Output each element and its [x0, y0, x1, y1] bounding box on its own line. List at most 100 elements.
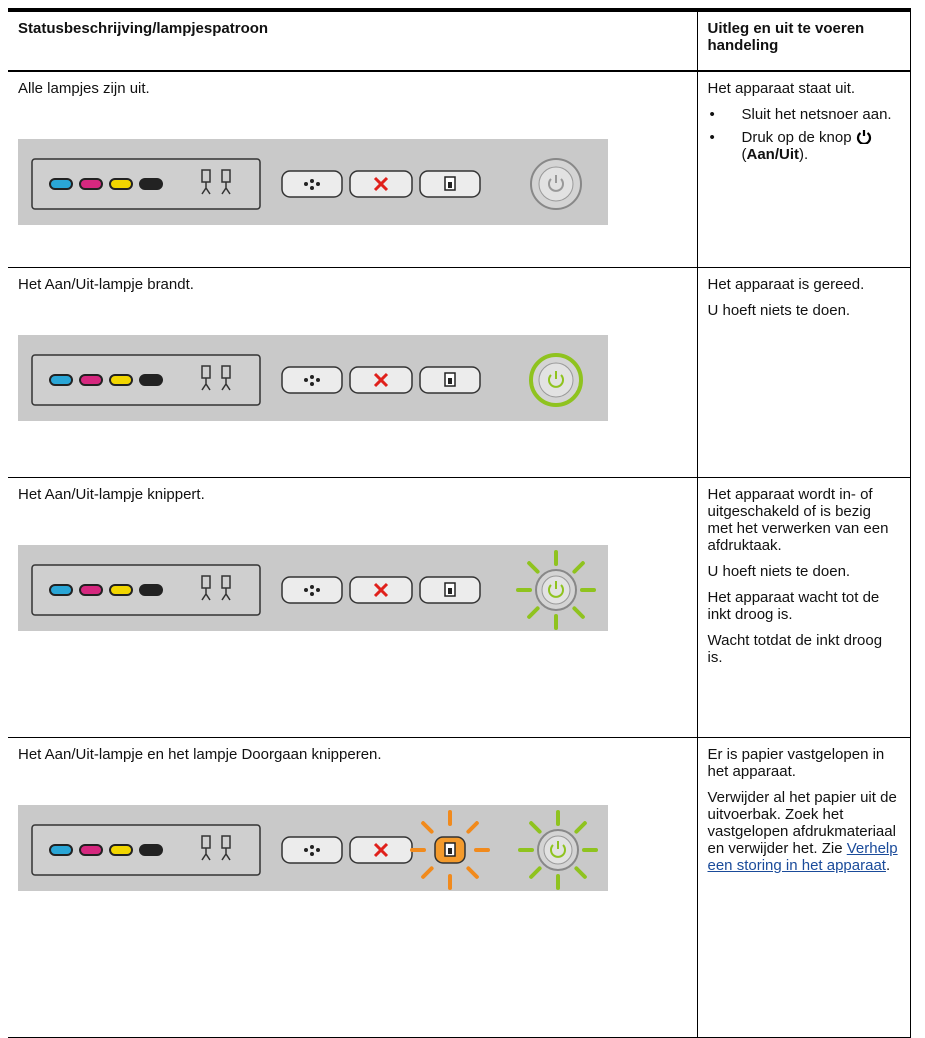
- network-icon: [304, 587, 308, 592]
- power-symbol: [548, 178, 564, 192]
- ink-light: [79, 843, 103, 856]
- ink-light: [139, 373, 163, 386]
- bullet: • Druk op de knop (Aan/Uit).: [708, 129, 900, 163]
- ink-light: [49, 178, 73, 190]
- network-icon: [310, 844, 314, 849]
- cancel-icon: [373, 372, 389, 387]
- text: Druk op de knop: [741, 129, 852, 146]
- resume-icon: [448, 847, 452, 854]
- text: ).: [799, 146, 809, 163]
- ink-light: [49, 583, 73, 596]
- network-button: [281, 170, 343, 198]
- blink-ray: [574, 865, 587, 879]
- ink-light: [139, 178, 163, 190]
- explanation-cell: Het apparaat wordt in- of uitgeschakeld …: [696, 477, 911, 738]
- blink-ray: [421, 865, 434, 879]
- printhead-icon: [201, 847, 211, 860]
- row: Alle lampjes zijn uit. Het apparaat staa…: [8, 71, 911, 268]
- paragraph: Het apparaat wacht tot de inkt droog is.: [707, 588, 880, 623]
- blink-ray: [421, 820, 434, 834]
- paragraph: Wacht totdat de inkt droog is.: [707, 631, 883, 666]
- power-button-inner: [538, 362, 574, 397]
- power-symbol: [550, 843, 566, 858]
- ink-light: [49, 843, 73, 856]
- status-cell: Het Aan/Uit-lampje knippert.: [8, 477, 697, 738]
- network-button: [281, 365, 343, 394]
- ink-light: [79, 583, 103, 596]
- paragraph: Verwijder al het papier uit de uitvoerba…: [708, 789, 900, 874]
- network-icon: [304, 182, 308, 186]
- ink-light: [109, 583, 133, 596]
- ink-light: [109, 373, 133, 386]
- cancel-icon: [373, 842, 389, 857]
- blink-ray: [527, 560, 540, 574]
- status-cell: Het Aan/Uit-lampje en het lampje Doorgaa…: [8, 737, 697, 1038]
- ink-light: [79, 373, 103, 386]
- printhead-icon: [201, 377, 211, 390]
- cancel-icon: [373, 176, 389, 192]
- text: (: [741, 146, 747, 163]
- status-cell: Alle lampjes zijn uit.: [8, 71, 697, 268]
- bullet-text: Druk op de knop (Aan/Uit).: [742, 129, 900, 163]
- row: Het Aan/Uit-lampje knippert. Het apparaa…: [8, 477, 911, 738]
- resume-icon: [448, 587, 452, 594]
- text: .: [885, 856, 891, 874]
- power-icon: [856, 130, 871, 145]
- network-button: [281, 835, 343, 864]
- network-icon: [310, 591, 314, 596]
- row: Het Aan/Uit-lampje brandt. Het apparaat …: [8, 267, 911, 478]
- paragraph: U hoeft niets te doen.: [707, 301, 851, 319]
- network-icon: [310, 179, 314, 183]
- light-panel: [18, 334, 608, 421]
- power-button-inner: [541, 575, 571, 604]
- paragraph: Het apparaat is gereed.: [707, 275, 865, 293]
- ink-light: [109, 178, 133, 190]
- power-button-inner: [538, 166, 574, 202]
- paragraph: Er is papier vastgelopen in het apparaat…: [707, 745, 885, 780]
- power-symbol: [548, 373, 564, 388]
- ink-light: [49, 373, 73, 386]
- resume-icon: [448, 377, 452, 384]
- network-icon: [316, 587, 320, 592]
- network-icon: [304, 377, 308, 382]
- status-text: Het Aan/Uit-lampje en het lampje Doorgaa…: [18, 745, 382, 763]
- printhead-icon: [221, 847, 231, 860]
- paragraph: Het apparaat wordt in- of uitgeschakeld …: [707, 485, 889, 554]
- cancel-icon: [373, 582, 389, 597]
- network-icon: [316, 182, 320, 186]
- printhead-icon: [201, 182, 211, 195]
- network-icon: [316, 377, 320, 382]
- status-text: Het Aan/Uit-lampje brandt.: [18, 275, 194, 293]
- resume-icon: [448, 182, 452, 188]
- blink-ray: [466, 820, 479, 834]
- help-link[interactable]: Verhelp een storing in het apparaat: [707, 839, 898, 874]
- row: Het Aan/Uit-lampje en het lampje Doorgaa…: [8, 737, 911, 1038]
- blink-ray: [572, 605, 585, 619]
- power-symbol: [548, 583, 564, 598]
- bullet: • Sluit het netsnoer aan.: [709, 106, 892, 123]
- explanation-cell: Het apparaat staat uit. • Sluit het netsn…: [696, 71, 911, 268]
- status-text: Het Aan/Uit-lampje knippert.: [18, 485, 205, 503]
- paragraph: U hoeft niets te doen.: [707, 562, 851, 580]
- ink-light: [139, 843, 163, 856]
- blink-ray: [574, 820, 587, 834]
- printhead-icon: [221, 182, 231, 195]
- power-button-inner: [543, 835, 573, 864]
- paragraph: Het apparaat staat uit.: [707, 80, 856, 97]
- network-icon: [310, 381, 314, 386]
- ink-light: [109, 843, 133, 856]
- status-text: Alle lampjes zijn uit.: [18, 80, 150, 97]
- blink-ray: [527, 605, 540, 619]
- light-panel: [18, 139, 608, 225]
- status-cell: Het Aan/Uit-lampje brandt.: [8, 267, 697, 478]
- printhead-icon: [221, 587, 231, 600]
- printhead-icon: [201, 587, 211, 600]
- network-icon: [304, 847, 308, 852]
- bullet-text: Sluit het netsnoer aan.: [741, 106, 892, 123]
- network-icon: [310, 374, 314, 379]
- explanation-cell: Er is papier vastgelopen in het apparaat…: [696, 737, 911, 1038]
- light-panel: [18, 804, 608, 891]
- ink-light: [79, 178, 103, 190]
- blink-ray: [466, 865, 479, 879]
- blink-ray: [529, 865, 542, 879]
